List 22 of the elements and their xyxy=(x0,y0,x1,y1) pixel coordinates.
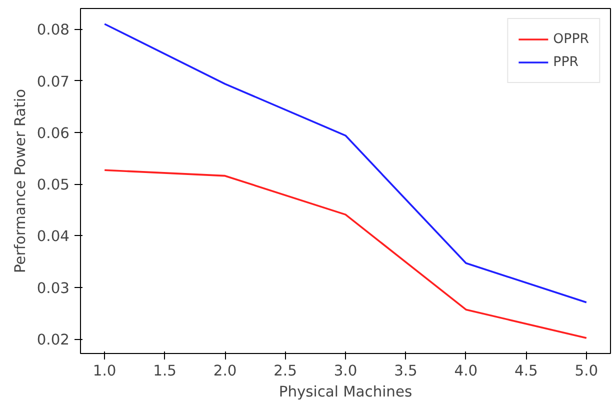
line-series xyxy=(104,23,588,304)
y-tick-label: 0.03 xyxy=(36,280,70,297)
x-tick-label: 1.0 xyxy=(92,362,116,380)
legend-label: PPR xyxy=(553,54,579,70)
x-tick-label: 2.0 xyxy=(213,362,237,380)
line-series xyxy=(104,169,588,339)
x-tick-label: 4.5 xyxy=(514,362,538,380)
x-tick-label: 2.5 xyxy=(274,362,297,380)
x-tick-label: 3.5 xyxy=(394,362,418,380)
x-tick-label: 1.5 xyxy=(153,362,176,380)
legend-label: OPPR xyxy=(553,32,589,46)
y-tick-label: 0.04 xyxy=(36,228,70,246)
y-tick-label: 0.05 xyxy=(36,176,70,194)
y-tick-label: 0.02 xyxy=(36,332,70,349)
x-tick-label: 4.0 xyxy=(454,362,478,380)
x-axis-title: Physical Machines xyxy=(278,384,412,400)
x-tick-label: 5.0 xyxy=(574,362,598,380)
y-tick-label: 0.08 xyxy=(36,22,70,39)
y-tick-label: 0.07 xyxy=(36,73,70,90)
y-tick-label: 0.06 xyxy=(36,124,70,142)
y-axis-title: Performance Power Ratio xyxy=(12,88,29,274)
x-tick-label: 3.0 xyxy=(334,362,358,380)
